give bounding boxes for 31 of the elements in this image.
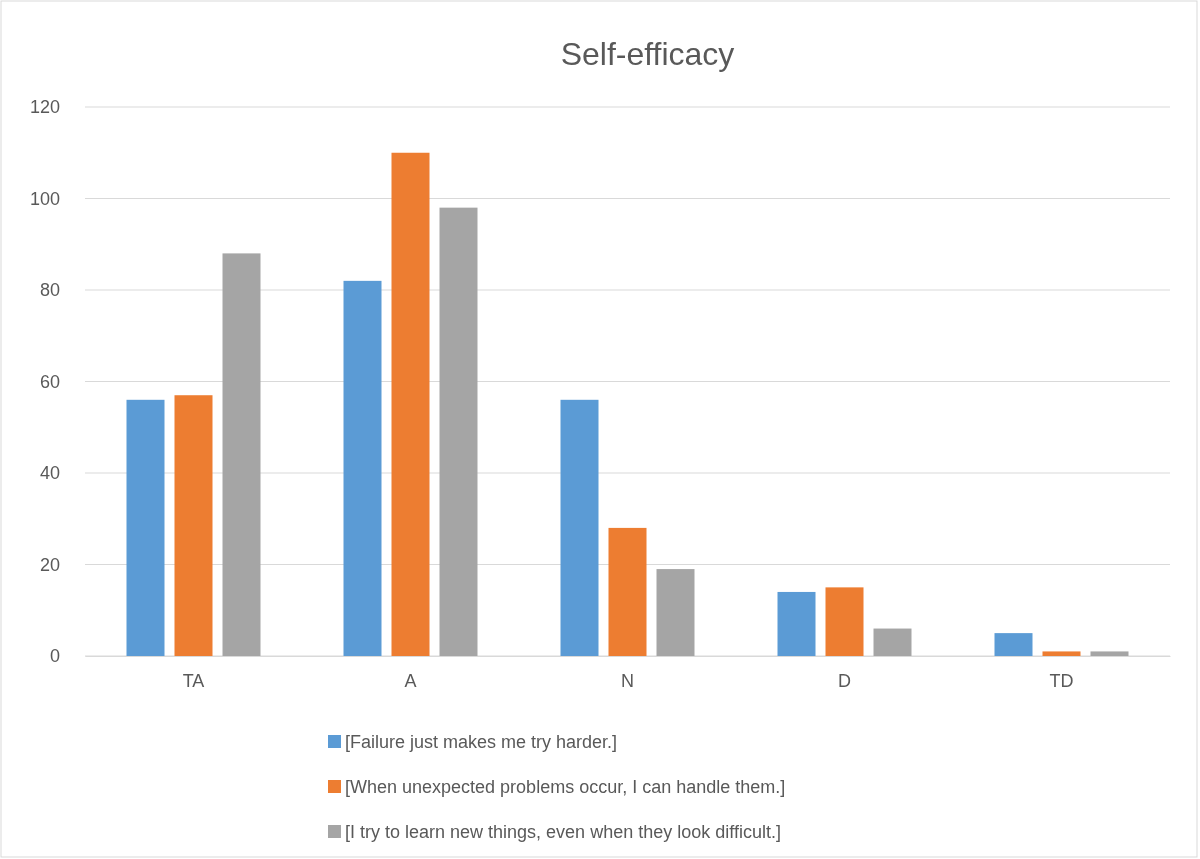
bar: [608, 527, 647, 656]
y-tick-label: 20: [39, 554, 60, 575]
legend-label: [Failure just makes me try harder.]: [345, 732, 618, 753]
y-tick-label: 80: [39, 280, 60, 301]
x-tick-label: TD: [1049, 670, 1074, 691]
x-tick-label: N: [621, 670, 634, 691]
legend-label: [I try to learn new things, even when they look difficult.]: [345, 822, 781, 843]
legend-label: [When unexpected problems occur, I can handle them.]: [345, 777, 786, 798]
x-tick-label: D: [838, 670, 851, 691]
bar: [126, 399, 165, 656]
bar: [777, 591, 816, 656]
y-tick-label: 60: [39, 371, 60, 392]
bar: [174, 395, 213, 656]
bar: [656, 569, 695, 656]
bar: [873, 628, 912, 656]
bar: [343, 280, 382, 656]
y-tick-label: 40: [39, 463, 60, 484]
chart-title: Self-efficacy: [560, 36, 735, 72]
x-tick-label: TA: [182, 670, 205, 691]
y-tick-label: 100: [29, 188, 60, 209]
bar: [1090, 651, 1129, 656]
bar: [1042, 651, 1081, 656]
bar: [825, 587, 864, 656]
bar: [222, 253, 261, 656]
bar: [560, 399, 599, 656]
bar: [391, 152, 430, 656]
x-tick-label: A: [404, 670, 417, 691]
bar: [439, 207, 478, 656]
y-tick-label: 0: [49, 646, 60, 667]
y-tick-label: 120: [29, 97, 60, 118]
bar: [994, 633, 1033, 656]
